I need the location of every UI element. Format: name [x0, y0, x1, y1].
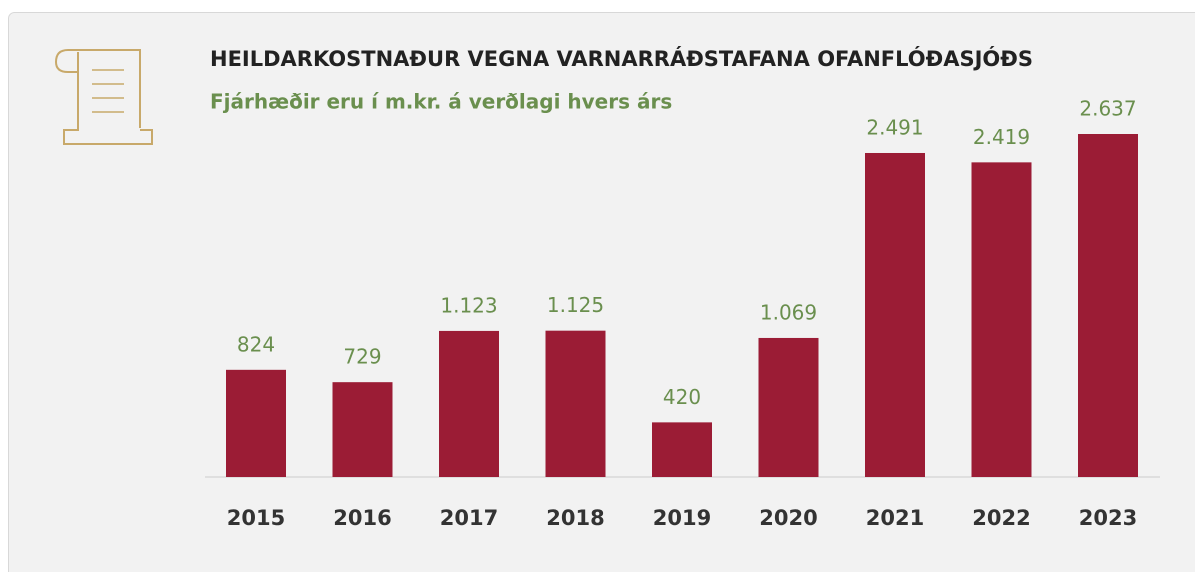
bar [1078, 134, 1138, 477]
value-label: 2.419 [973, 125, 1030, 149]
value-label: 1.069 [760, 300, 817, 324]
chart-subtitle: Fjárhæðir eru í m.kr. á verðlagi hvers á… [210, 90, 672, 114]
bar [758, 337, 819, 477]
x-tick-label: 2016 [333, 506, 391, 530]
bar [545, 330, 606, 477]
x-tick-label: 2017 [440, 506, 498, 530]
x-tick-label: 2022 [972, 506, 1030, 530]
x-tick-label: 2020 [759, 506, 817, 530]
bar [865, 152, 925, 477]
value-label: 1.125 [547, 293, 604, 317]
value-label: 824 [237, 332, 275, 356]
x-tick-label: 2021 [866, 506, 924, 530]
x-tick-label: 2015 [227, 506, 285, 530]
value-label: 420 [663, 385, 701, 409]
value-label: 2.491 [866, 115, 923, 139]
x-tick-label: 2023 [1079, 506, 1137, 530]
chart-title: HEILDARKOSTNAÐUR VEGNA VARNARRÁÐSTAFANA … [210, 46, 1033, 71]
bar [971, 162, 1032, 477]
x-tick-label: 2018 [546, 506, 604, 530]
bar [439, 330, 499, 477]
scroll-icon [54, 49, 153, 145]
bar [332, 382, 393, 477]
value-label: 2.637 [1079, 97, 1136, 121]
bar [226, 369, 286, 477]
x-tick-label: 2019 [653, 506, 711, 530]
value-label: 729 [343, 345, 381, 369]
bar [652, 422, 712, 477]
value-label: 1.123 [440, 293, 497, 317]
